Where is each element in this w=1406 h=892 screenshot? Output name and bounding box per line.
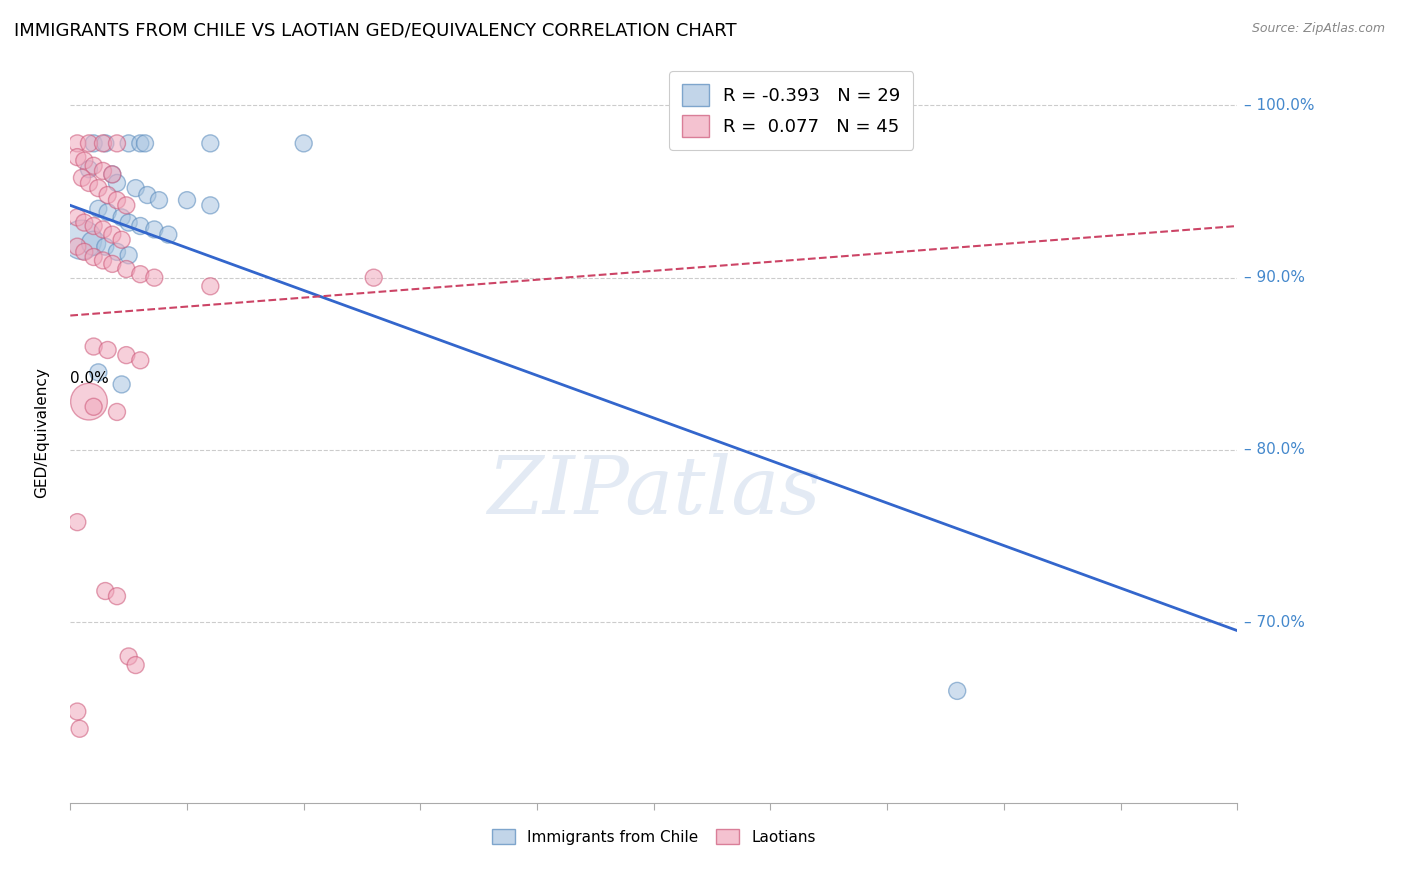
Point: [73, 244, 96, 259]
Point: [66, 136, 89, 151]
Point: [83, 250, 105, 264]
Point: [136, 188, 159, 202]
Point: [97, 205, 120, 219]
Point: [83, 339, 105, 353]
Text: Source: ZipAtlas.com: Source: ZipAtlas.com: [1251, 22, 1385, 36]
Point: [69, 722, 91, 736]
Point: [83, 136, 105, 151]
Point: [101, 257, 124, 271]
Point: [101, 167, 124, 181]
Point: [91, 136, 114, 151]
Legend: Immigrants from Chile, Laotians: Immigrants from Chile, Laotians: [485, 822, 823, 851]
Point: [66, 211, 89, 225]
Point: [129, 353, 152, 368]
Point: [66, 150, 89, 164]
Point: [124, 658, 146, 673]
Point: [83, 159, 105, 173]
Y-axis label: GED/Equivalency: GED/Equivalency: [35, 368, 49, 498]
Point: [115, 262, 138, 277]
Point: [73, 153, 96, 168]
Point: [105, 244, 128, 259]
Point: [105, 176, 128, 190]
Point: [124, 181, 146, 195]
Point: [118, 248, 141, 262]
Point: [143, 270, 166, 285]
Point: [77, 162, 100, 177]
Point: [73, 216, 96, 230]
Text: – 80.0%: – 80.0%: [1244, 442, 1305, 458]
Point: [292, 136, 315, 151]
Point: [129, 267, 152, 281]
Point: [91, 253, 114, 268]
Point: [77, 176, 100, 190]
Point: [200, 136, 222, 151]
Point: [70, 170, 93, 185]
Point: [66, 515, 89, 529]
Point: [176, 193, 198, 207]
Point: [134, 136, 156, 151]
Point: [91, 164, 114, 178]
Point: [157, 227, 180, 242]
Point: [105, 589, 128, 603]
Point: [143, 222, 166, 236]
Point: [94, 136, 117, 151]
Text: ZIPatlas: ZIPatlas: [486, 453, 821, 531]
Point: [105, 136, 128, 151]
Point: [115, 198, 138, 212]
Point: [91, 222, 114, 236]
Point: [129, 219, 152, 233]
Point: [101, 227, 124, 242]
Point: [105, 405, 128, 419]
Point: [111, 377, 134, 392]
Point: [200, 198, 222, 212]
Point: [77, 394, 100, 409]
Point: [83, 236, 105, 251]
Point: [105, 193, 128, 207]
Point: [946, 684, 969, 698]
Text: – 90.0%: – 90.0%: [1244, 270, 1305, 285]
Point: [118, 649, 141, 664]
Point: [363, 270, 385, 285]
Point: [111, 233, 134, 247]
Point: [118, 216, 141, 230]
Point: [101, 167, 124, 181]
Point: [97, 343, 120, 357]
Text: – 70.0%: – 70.0%: [1244, 615, 1305, 630]
Point: [83, 400, 105, 414]
Point: [129, 136, 152, 151]
Point: [118, 136, 141, 151]
Point: [66, 705, 89, 719]
Point: [87, 365, 110, 379]
Point: [83, 219, 105, 233]
Point: [200, 279, 222, 293]
Point: [148, 193, 170, 207]
Point: [115, 348, 138, 362]
Text: – 100.0%: – 100.0%: [1244, 98, 1315, 113]
Point: [87, 181, 110, 195]
Point: [66, 240, 89, 254]
Point: [111, 211, 134, 225]
Point: [94, 240, 117, 254]
Point: [77, 136, 100, 151]
Point: [97, 188, 120, 202]
Point: [94, 584, 117, 599]
Text: IMMIGRANTS FROM CHILE VS LAOTIAN GED/EQUIVALENCY CORRELATION CHART: IMMIGRANTS FROM CHILE VS LAOTIAN GED/EQU…: [14, 22, 737, 40]
Point: [87, 202, 110, 216]
Text: 0.0%: 0.0%: [70, 371, 110, 386]
Point: [70, 233, 93, 247]
